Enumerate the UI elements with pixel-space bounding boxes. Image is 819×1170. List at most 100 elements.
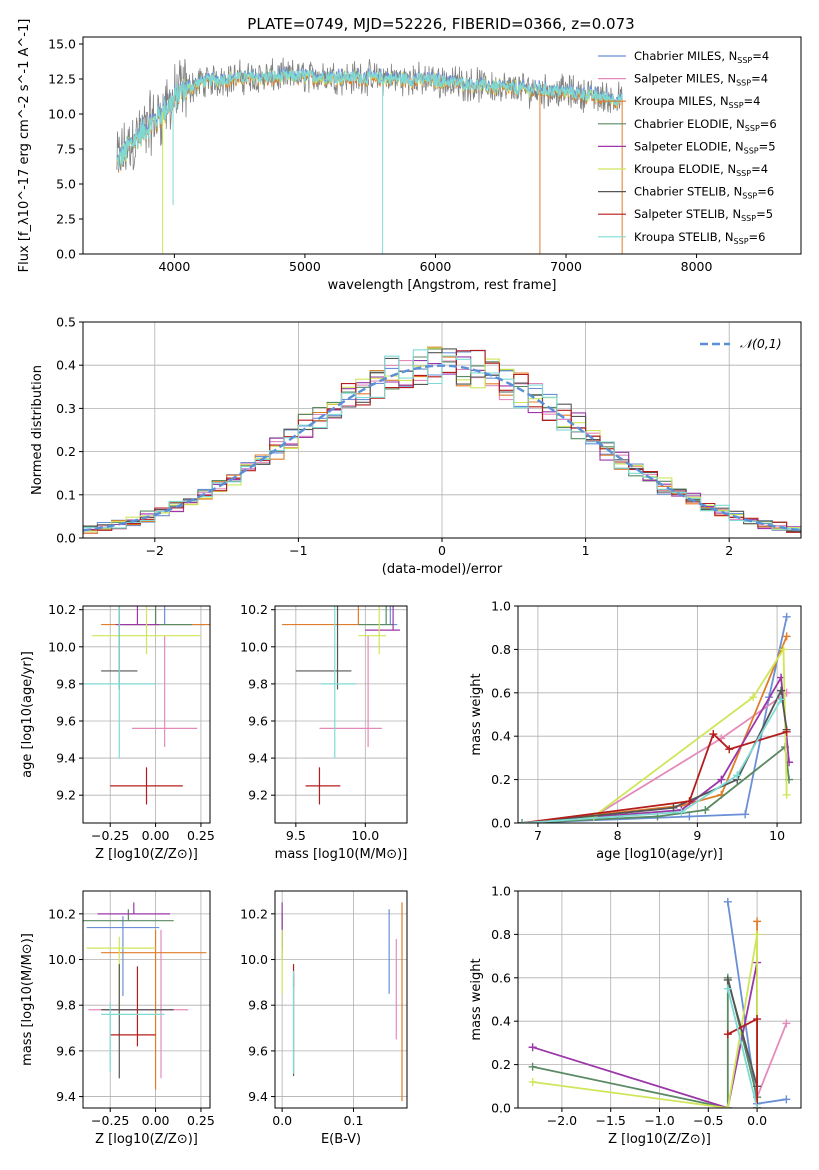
weight-marker	[677, 808, 686, 817]
x-tick-label: −2	[146, 543, 164, 558]
plot-body	[116, 57, 623, 254]
x-tick-label: 8	[614, 828, 622, 843]
y-tick-label: 0.2	[56, 444, 76, 459]
x-tick-label: 0.25	[187, 1113, 215, 1128]
x-axis-label: Z [log10(Z/Z⊙)]	[95, 847, 198, 862]
y-tick-label: 10.0	[48, 107, 76, 122]
x-tick-label: −0.5	[693, 1113, 723, 1128]
y-axis-label: mass weight	[469, 958, 484, 1040]
axes-frame	[274, 890, 408, 1109]
weight-marker	[518, 819, 526, 823]
y-tick-label: 9.6	[248, 713, 268, 728]
y-tick-label: 0.4	[491, 729, 511, 744]
weight-line	[521, 698, 782, 823]
weight-marker	[753, 930, 762, 939]
legend-nssp-value: =5	[756, 207, 773, 221]
x-axis-label: E(B-V)	[321, 1132, 361, 1147]
x-tick-label: 0	[438, 543, 446, 558]
x-tick-label: 0.00	[142, 828, 170, 843]
errorbar-point-kroupa-stelib	[101, 1002, 165, 1072]
legend-subscript: SSP	[736, 169, 751, 178]
weight-marker	[782, 1019, 791, 1028]
weight-marker	[528, 1077, 537, 1086]
legend-label: Kroupa ELODIE, NSSP=4	[634, 162, 768, 178]
residuals-legend: 𝒩(0,1)	[700, 336, 782, 351]
x-tick-label: 6000	[420, 259, 452, 274]
legend-nssp-value: =4	[751, 72, 768, 86]
x-tick-label: −1.0	[644, 1113, 674, 1128]
weight-marker	[753, 917, 762, 926]
weight-marker	[528, 1062, 537, 1071]
plot-area	[275, 891, 407, 1108]
y-tick-label: 0.0	[56, 531, 76, 546]
legend-subscript: SSP	[742, 192, 757, 201]
y-tick-label: 5.0	[56, 177, 76, 192]
errorbar-point-salpeter-elodie	[97, 902, 171, 915]
histogram-chabrier-stelib	[83, 348, 801, 535]
axes-frame	[82, 36, 802, 255]
y-tick-label: 9.2	[248, 788, 268, 803]
legend-subscript: SSP	[737, 56, 752, 65]
weight-marker	[782, 727, 791, 736]
y-tick-label: 9.8	[248, 676, 268, 691]
y-tick-label: 0.4	[56, 358, 76, 373]
weight-marker	[741, 810, 750, 819]
legend-subscript: SSP	[745, 124, 760, 133]
x-axis-label: age [log10(age/yr)]	[596, 847, 723, 862]
errorbar-point-salpeter-elodie	[365, 606, 401, 631]
y-tick-label: 10.2	[48, 602, 76, 617]
errorbar-point-salpeter-stelib	[110, 767, 183, 805]
y-axis-label: Normed distribution	[30, 365, 45, 495]
y-tick-label: 9.4	[56, 751, 76, 766]
legend-label: Chabrier STELIB, NSSP=6	[634, 185, 774, 201]
x-tick-label: 0.00	[142, 1113, 170, 1128]
legend-label: Salpeter ELODIE, NSSP=5	[634, 139, 776, 155]
y-tick-label: 1.0	[491, 599, 511, 614]
histogram-salpeter-stelib	[83, 349, 801, 536]
x-tick-label: −1.5	[596, 1113, 626, 1128]
weight-marker	[685, 812, 694, 821]
y-tick-label: 9.4	[248, 1089, 268, 1104]
figure-title: PLATE=0749, MJD=52226, FIBERID=0366, z=0…	[247, 15, 634, 33]
errorbar-point-chabrier-miles	[86, 916, 160, 997]
weight-marker	[779, 645, 788, 654]
weight-line	[726, 988, 758, 1108]
axes-frame	[274, 605, 408, 824]
legend-nssp-value: =6	[757, 185, 774, 199]
weight-marker	[782, 612, 791, 621]
y-tick-label: 0.2	[491, 1057, 511, 1072]
legend-nssp-value: =5	[759, 139, 776, 153]
weight-line	[726, 979, 758, 1087]
y-tick-label: 10.2	[240, 602, 268, 617]
weight-marker	[723, 897, 732, 906]
errorbar-point-salpeter-miles	[131, 635, 198, 747]
weight-marker	[669, 803, 678, 812]
weight-marker	[723, 1030, 732, 1039]
x-axis-label: (data-model)/error	[382, 562, 503, 577]
y-axis-label: age [log10(age/yr)]	[20, 651, 35, 778]
weight-marker	[782, 790, 791, 799]
spectrum-data-line	[116, 57, 623, 171]
panel-age_vs_Z: −0.25 0.00 0.25 9.2 9.4 9.6 9.8 10.0 10.2 Z [log1…	[20, 602, 215, 862]
y-tick-label: 0.6	[491, 685, 511, 700]
legend-label: 𝒩(0,1)	[740, 336, 782, 351]
y-axis-label: mass [log10(M/M⊙)]	[20, 933, 35, 1066]
errorbar-point-chabrier-elodie	[358, 606, 394, 626]
errorbar-point-salpeter-miles	[319, 635, 382, 747]
weight-marker	[723, 975, 732, 984]
plot-body	[83, 346, 801, 536]
errorbar-point-kroupa-stelib	[83, 606, 156, 759]
plot-body	[281, 902, 403, 1102]
y-tick-label: 2.5	[56, 212, 76, 227]
errorbar-point-salpeter-elodie	[115, 606, 160, 626]
panel-age_vs_mass: 9.5 10.0 9.2 9.4 9.6 9.8 10.0 10.2 mass [log10(M…	[240, 602, 408, 862]
y-axis-label: Flux [f_λ10^-17 erg cm^-2 s^-1 A^-1]	[17, 19, 32, 273]
x-tick-label: 7000	[550, 259, 582, 274]
plot-area	[83, 891, 210, 1108]
x-axis-label: Z [log10(Z/Z⊙)]	[608, 1132, 711, 1147]
weight-marker	[528, 1043, 537, 1052]
y-tick-label: 1.0	[491, 884, 511, 899]
y-tick-label: 9.6	[56, 713, 76, 728]
plot-body	[518, 612, 794, 823]
y-tick-label: 0.4	[491, 1014, 511, 1029]
